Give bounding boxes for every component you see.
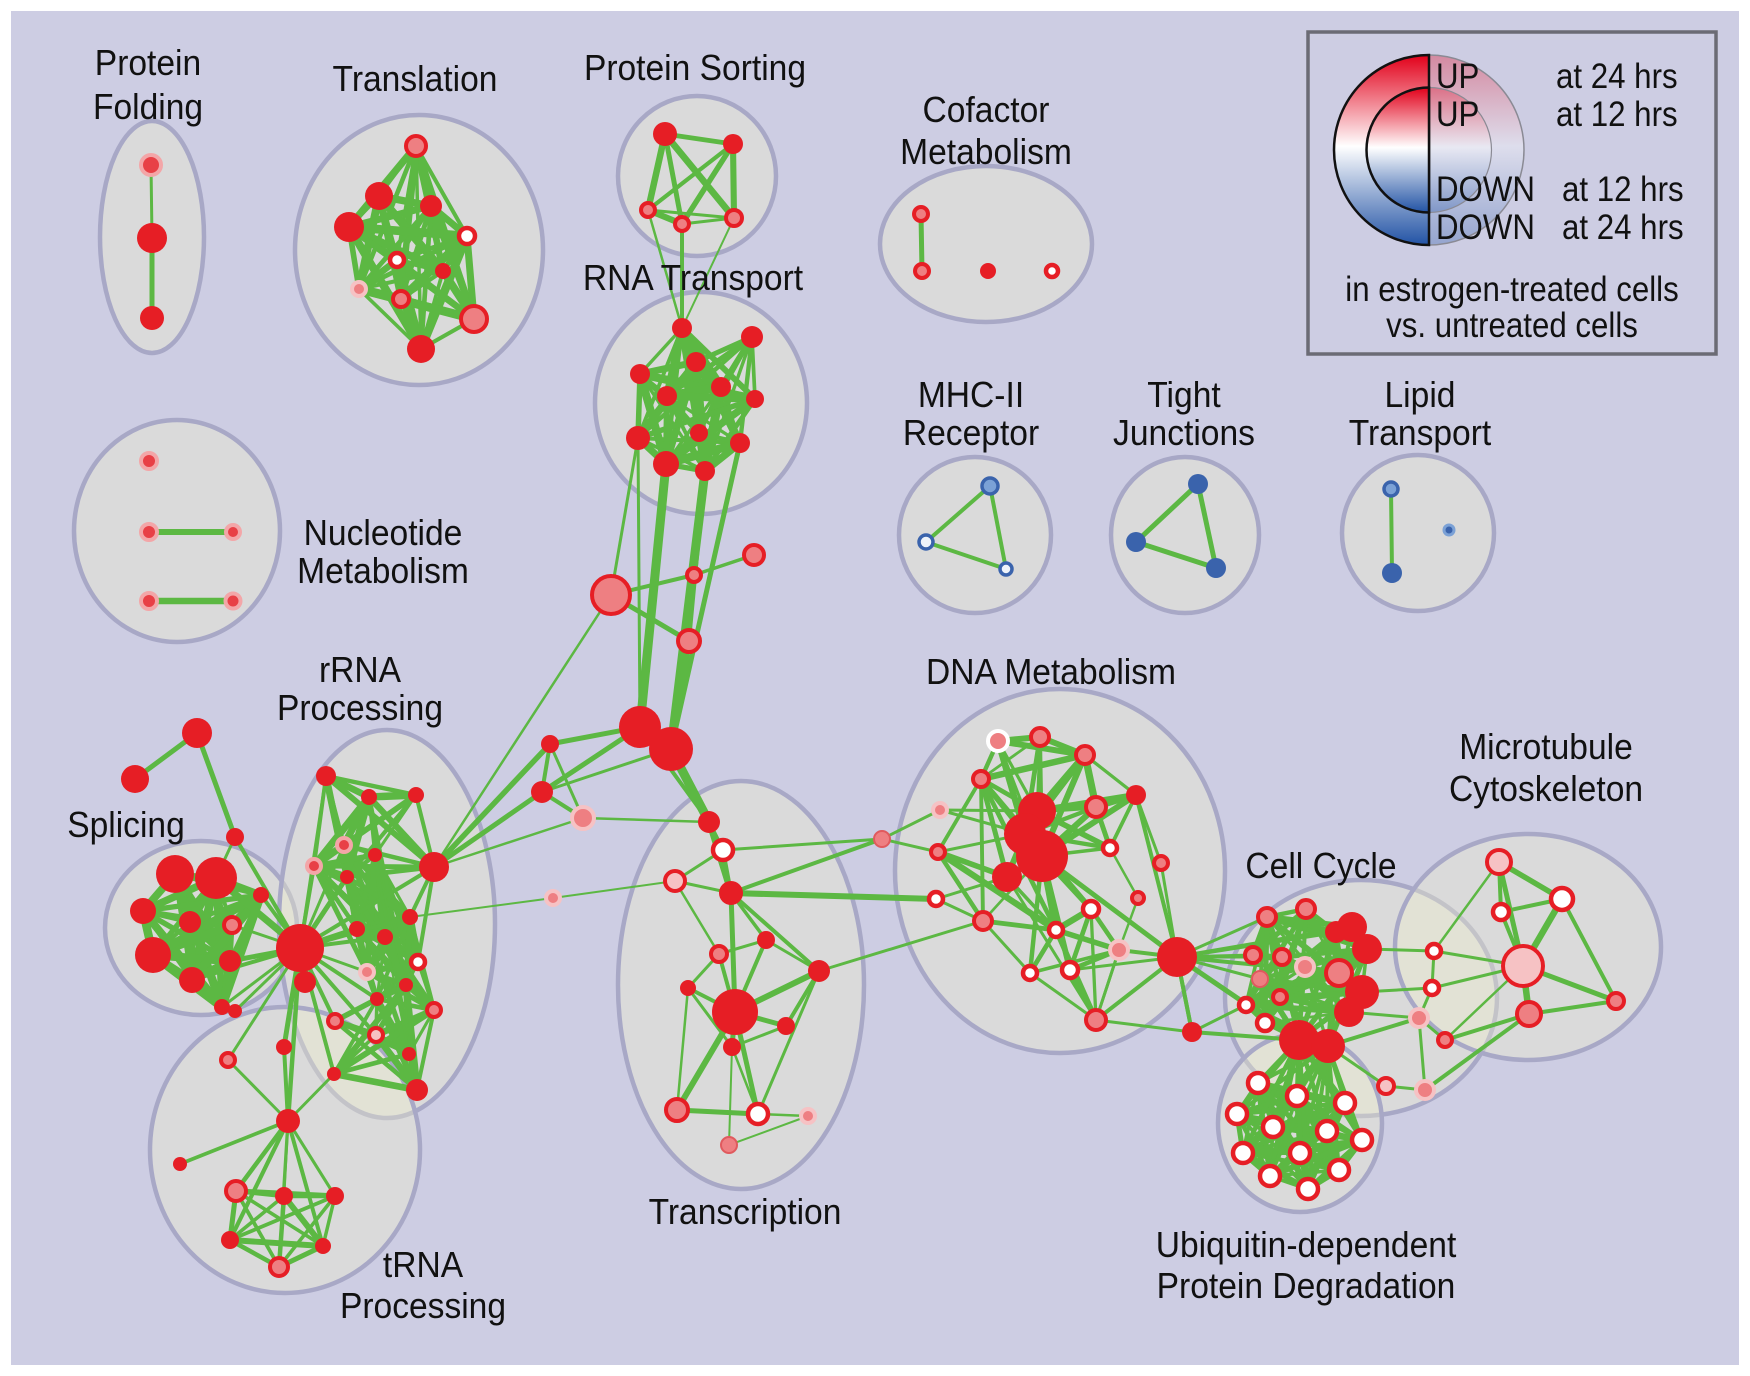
svg-text:Splicing: Splicing — [67, 804, 185, 845]
svg-text:Protein Sorting: Protein Sorting — [584, 47, 806, 88]
svg-text:Nucleotide: Nucleotide — [304, 512, 463, 553]
svg-text:Protein Degradation: Protein Degradation — [1157, 1265, 1456, 1306]
svg-text:UP: UP — [1436, 94, 1479, 134]
svg-text:Ubiquitin-dependent: Ubiquitin-dependent — [1156, 1224, 1457, 1265]
svg-text:Cytoskeleton: Cytoskeleton — [1449, 768, 1643, 809]
svg-text:UP: UP — [1436, 56, 1479, 96]
svg-text:Junctions: Junctions — [1113, 412, 1255, 453]
svg-text:Translation: Translation — [333, 58, 498, 99]
svg-text:Lipid: Lipid — [1385, 374, 1456, 415]
svg-text:Folding: Folding — [93, 86, 203, 127]
svg-text:DOWN: DOWN — [1436, 169, 1535, 209]
svg-text:Cell Cycle: Cell Cycle — [1245, 845, 1396, 886]
svg-text:at 24 hrs: at 24 hrs — [1556, 56, 1678, 96]
svg-text:vs. untreated cells: vs. untreated cells — [1386, 305, 1638, 345]
svg-text:tRNA: tRNA — [383, 1244, 464, 1285]
svg-text:at 12 hrs: at 12 hrs — [1556, 94, 1678, 134]
svg-text:at 12 hrs: at 12 hrs — [1562, 169, 1684, 209]
svg-text:DNA Metabolism: DNA Metabolism — [926, 651, 1176, 692]
svg-text:Transport: Transport — [1349, 412, 1492, 453]
svg-text:Processing: Processing — [277, 687, 443, 728]
svg-text:Transcription: Transcription — [649, 1191, 842, 1232]
svg-text:Tight: Tight — [1147, 374, 1220, 415]
svg-text:Metabolism: Metabolism — [297, 550, 469, 591]
svg-text:rRNA: rRNA — [319, 649, 402, 690]
svg-text:at 24 hrs: at 24 hrs — [1562, 207, 1684, 247]
svg-text:Microtubule: Microtubule — [1459, 726, 1633, 767]
svg-text:Metabolism: Metabolism — [900, 131, 1072, 172]
svg-text:in estrogen-treated cells: in estrogen-treated cells — [1345, 269, 1678, 309]
svg-text:Receptor: Receptor — [903, 412, 1039, 453]
svg-text:Cofactor: Cofactor — [923, 89, 1050, 130]
svg-text:RNA Transport: RNA Transport — [583, 257, 803, 298]
svg-text:DOWN: DOWN — [1436, 207, 1535, 247]
svg-text:Processing: Processing — [340, 1285, 506, 1326]
svg-text:MHC-II: MHC-II — [918, 374, 1024, 415]
svg-text:Protein: Protein — [95, 42, 201, 83]
